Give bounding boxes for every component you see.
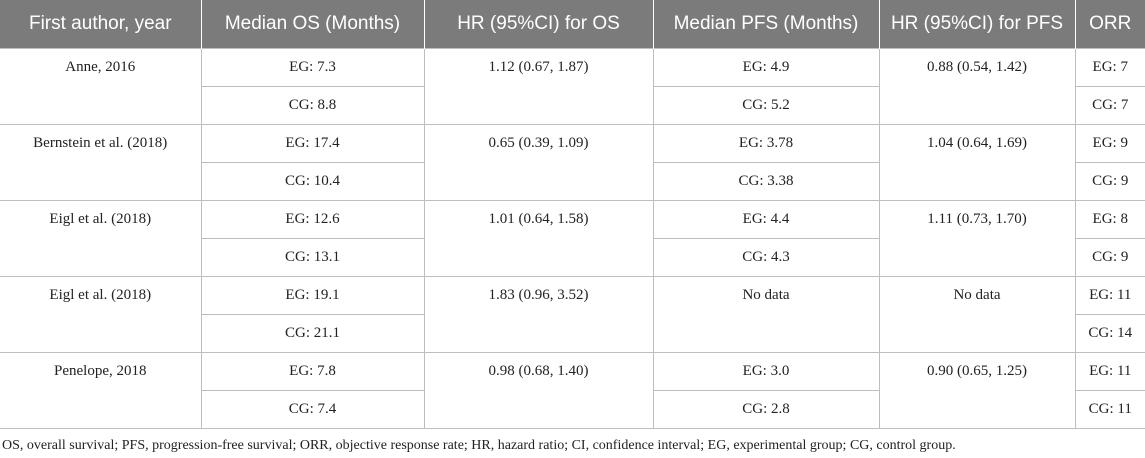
table-row: CG: 21.1 CG: 14 bbox=[0, 314, 1145, 353]
os-cg-cell: CG: 13.1 bbox=[201, 238, 425, 277]
orr-cg-cell: CG: 9 bbox=[1074, 162, 1145, 201]
hr-pfs-cell: 1.04 (0.64, 1.69) bbox=[878, 124, 1076, 201]
os-cg-cell: CG: 21.1 bbox=[201, 314, 425, 353]
header-hr-pfs: HR (95%CI) for PFS bbox=[878, 0, 1076, 49]
author-cell: Penelope, 2018 bbox=[0, 352, 202, 429]
pfs-cg-cell: CG: 2.8 bbox=[652, 390, 880, 429]
results-table: First author, year Median OS (Months) HR… bbox=[0, 0, 1145, 429]
header-hr-os: HR (95%CI) for OS bbox=[423, 0, 654, 49]
table-row: CG: 10.4 CG: 3.38 CG: 9 bbox=[0, 162, 1145, 201]
table-row: Anne, 2016 EG: 7.3 1.12 (0.67, 1.87) EG:… bbox=[0, 48, 1145, 125]
header-row: First author, year Median OS (Months) HR… bbox=[0, 0, 1145, 49]
table-footnote: OS, overall survival; PFS, progression-f… bbox=[2, 438, 956, 453]
table-row: Eigl et al. (2018) EG: 12.6 1.01 (0.64, … bbox=[0, 200, 1145, 277]
pfs-cg-cell: CG: 4.3 bbox=[652, 238, 880, 277]
pfs-cg-cell: CG: 5.2 bbox=[652, 86, 880, 125]
orr-eg-cell: EG: 11 bbox=[1074, 352, 1145, 391]
table-row: Bernstein et al. (2018) EG: 17.4 0.65 (0… bbox=[0, 124, 1145, 201]
pfs-eg-cell: EG: 4.9 bbox=[652, 48, 880, 87]
header-median-os: Median OS (Months) bbox=[200, 0, 425, 49]
os-cg-cell: CG: 7.4 bbox=[201, 390, 425, 429]
pfs-no-data-cell: No data bbox=[652, 276, 880, 353]
table-row: Eigl et al. (2018) EG: 19.1 1.83 (0.96, … bbox=[0, 276, 1145, 353]
hr-pfs-cell: No data bbox=[878, 276, 1076, 353]
pfs-eg-cell: EG: 3.0 bbox=[652, 352, 880, 391]
hr-pfs-cell: 1.11 (0.73, 1.70) bbox=[878, 200, 1076, 277]
pfs-eg-cell: EG: 3.78 bbox=[652, 124, 880, 163]
pfs-eg-cell: EG: 4.4 bbox=[652, 200, 880, 239]
pfs-cg-cell: CG: 3.38 bbox=[652, 162, 880, 201]
os-cg-cell: CG: 10.4 bbox=[201, 162, 425, 201]
orr-eg-cell: EG: 11 bbox=[1074, 276, 1145, 315]
hr-os-cell: 1.12 (0.67, 1.87) bbox=[423, 48, 654, 125]
table-row: CG: 7.4 CG: 2.8 CG: 11 bbox=[0, 390, 1145, 429]
orr-cg-cell: CG: 9 bbox=[1074, 238, 1145, 277]
author-cell: Bernstein et al. (2018) bbox=[0, 124, 202, 201]
table-row: CG: 8.8 CG: 5.2 CG: 7 bbox=[0, 86, 1145, 125]
os-cg-cell: CG: 8.8 bbox=[201, 86, 425, 125]
hr-os-cell: 0.65 (0.39, 1.09) bbox=[423, 124, 654, 201]
os-eg-cell: EG: 7.3 bbox=[200, 48, 425, 87]
orr-cg-cell: CG: 11 bbox=[1074, 390, 1145, 429]
orr-eg-cell: EG: 8 bbox=[1074, 200, 1145, 239]
hr-os-cell: 1.83 (0.96, 3.52) bbox=[423, 276, 654, 353]
header-author: First author, year bbox=[0, 0, 202, 49]
os-eg-cell: EG: 7.8 bbox=[200, 352, 425, 391]
os-eg-cell: EG: 17.4 bbox=[200, 124, 425, 163]
hr-pfs-cell: 0.90 (0.65, 1.25) bbox=[878, 352, 1076, 429]
orr-cg-cell: CG: 7 bbox=[1074, 86, 1145, 125]
hr-pfs-cell: 0.88 (0.54, 1.42) bbox=[878, 48, 1076, 125]
header-orr: ORR bbox=[1074, 0, 1145, 49]
header-median-pfs: Median PFS (Months) bbox=[652, 0, 880, 49]
hr-os-cell: 0.98 (0.68, 1.40) bbox=[423, 352, 654, 429]
author-cell: Eigl et al. (2018) bbox=[0, 276, 202, 353]
hr-os-cell: 1.01 (0.64, 1.58) bbox=[423, 200, 654, 277]
os-eg-cell: EG: 12.6 bbox=[200, 200, 425, 239]
orr-cg-cell: CG: 14 bbox=[1074, 314, 1145, 353]
table-row: Penelope, 2018 EG: 7.8 0.98 (0.68, 1.40)… bbox=[0, 352, 1145, 429]
author-cell: Eigl et al. (2018) bbox=[0, 200, 202, 277]
orr-eg-cell: EG: 9 bbox=[1074, 124, 1145, 163]
orr-eg-cell: EG: 7 bbox=[1074, 48, 1145, 87]
author-cell: Anne, 2016 bbox=[0, 48, 202, 125]
os-eg-cell: EG: 19.1 bbox=[200, 276, 425, 315]
